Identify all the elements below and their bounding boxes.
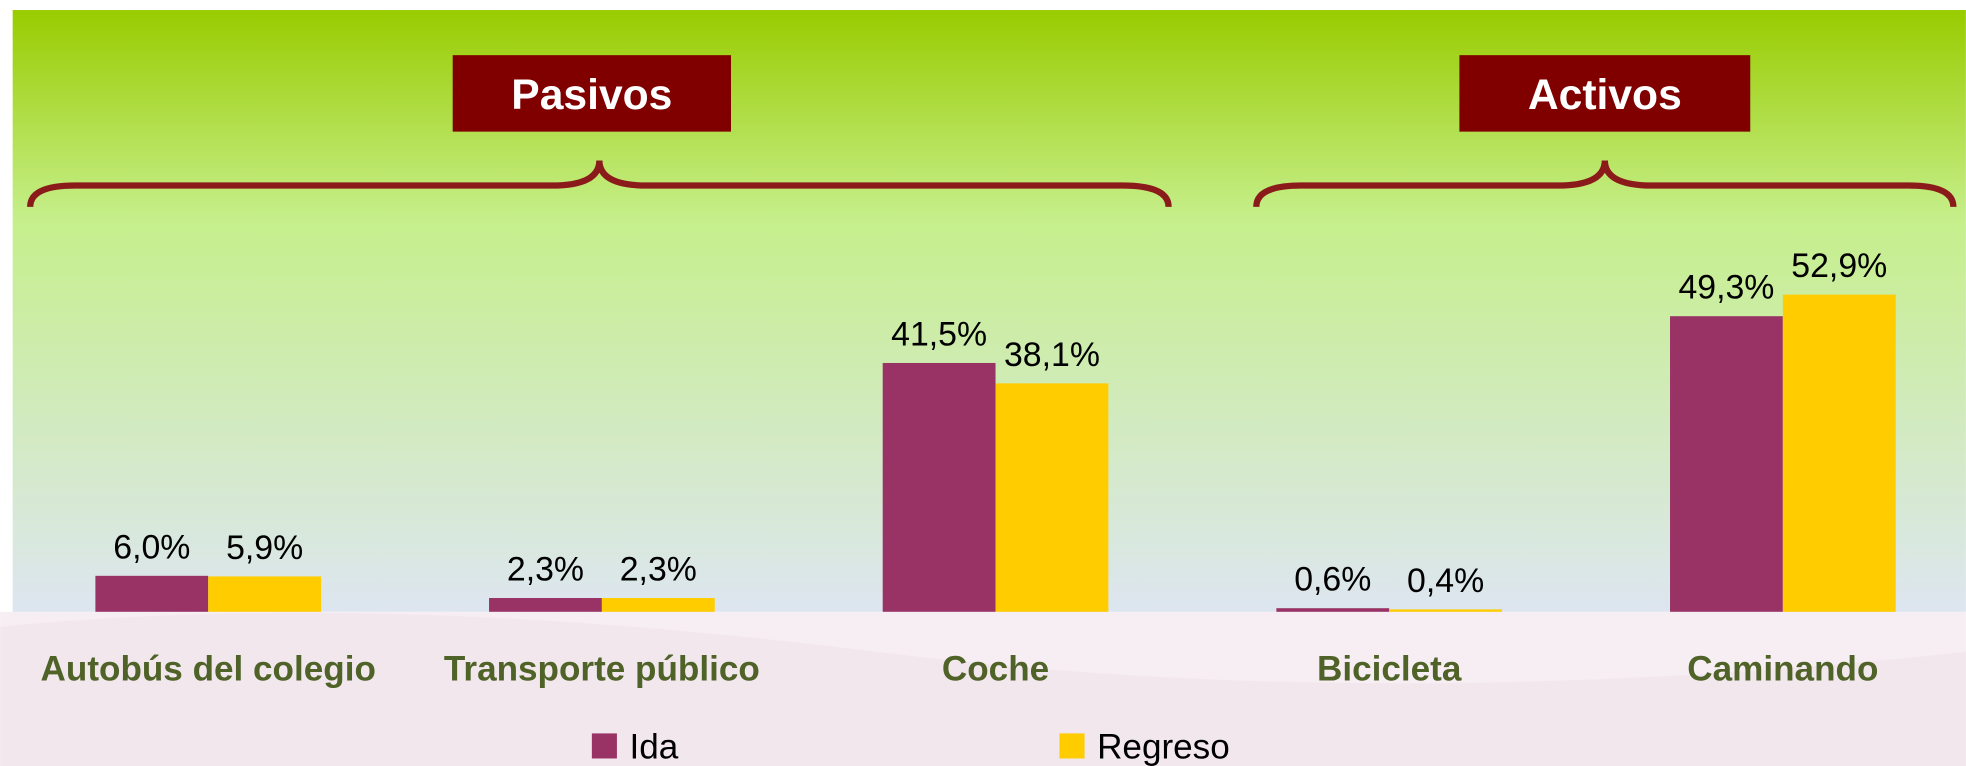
data-label: 5,9% bbox=[226, 529, 303, 567]
legend-label: Ida bbox=[629, 727, 678, 766]
brace bbox=[1253, 160, 1957, 208]
x-tick-label: Bicicleta bbox=[1317, 650, 1462, 689]
legend-label: Regreso bbox=[1097, 727, 1230, 766]
group-label: Pasivos bbox=[511, 71, 672, 119]
bar bbox=[1276, 608, 1390, 612]
bar bbox=[1670, 316, 1783, 612]
group-box bbox=[1459, 55, 1751, 132]
bar bbox=[1782, 294, 1896, 612]
x-tick-label: Caminando bbox=[1687, 650, 1878, 689]
group-box bbox=[452, 55, 732, 132]
group-label: Activos bbox=[1528, 71, 1682, 119]
bar bbox=[882, 362, 996, 612]
bar bbox=[995, 383, 1109, 612]
data-label: 2,3% bbox=[620, 550, 697, 588]
background-map bbox=[0, 612, 1966, 766]
bar bbox=[1389, 609, 1503, 612]
bar bbox=[208, 576, 322, 612]
brace bbox=[27, 160, 1172, 208]
data-label: 6,0% bbox=[113, 528, 190, 566]
x-tick-label: Autobús del colegio bbox=[41, 650, 376, 689]
data-label: 38,1% bbox=[1004, 336, 1100, 374]
bar bbox=[489, 598, 602, 612]
data-label: 49,3% bbox=[1678, 269, 1774, 307]
legend-swatch bbox=[1059, 733, 1085, 759]
data-label: 52,9% bbox=[1791, 247, 1887, 285]
data-label: 2,3% bbox=[507, 550, 584, 588]
data-label: 41,5% bbox=[891, 315, 987, 353]
data-label: 0,4% bbox=[1407, 562, 1484, 600]
x-tick-label: Transporte público bbox=[444, 650, 760, 689]
bar bbox=[95, 575, 209, 612]
bar bbox=[601, 598, 715, 612]
data-label: 0,6% bbox=[1294, 561, 1371, 599]
legend-swatch bbox=[591, 733, 617, 759]
x-tick-label: Coche bbox=[942, 650, 1049, 689]
